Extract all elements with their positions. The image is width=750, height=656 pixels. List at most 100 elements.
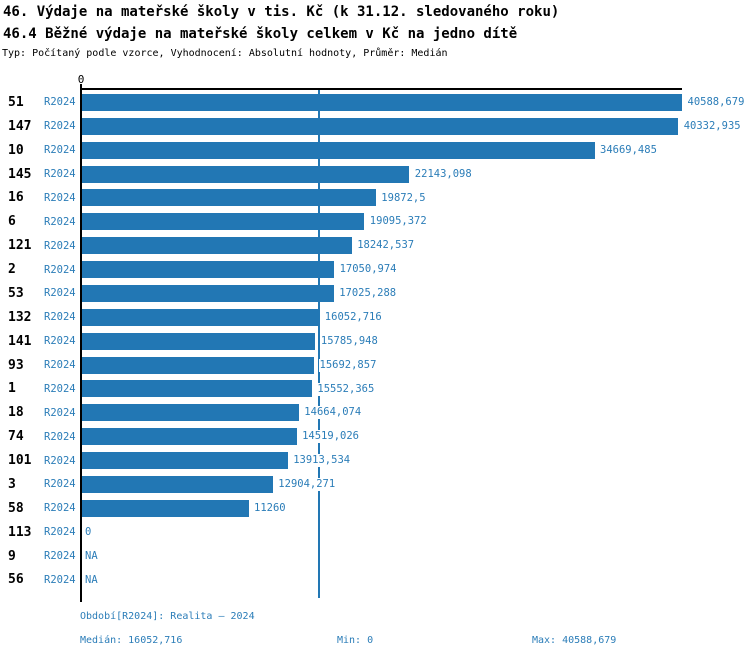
footer-period-label: Období[R2024]: Realita – 2024	[80, 611, 255, 622]
row-period-label: R2024	[44, 215, 76, 228]
row-value-label: 40588,679	[686, 96, 746, 109]
row-category-label: 2	[8, 262, 16, 278]
row-value-label: 18242,537	[356, 239, 416, 253]
row-period-label: R2024	[44, 168, 76, 181]
footer-max-label: Max: 40588,679	[532, 635, 617, 646]
report-title: 46. Výdaje na mateřské školy v tis. Kč (…	[3, 4, 560, 20]
row-period-label: R2024	[44, 287, 76, 300]
chart-row: 1 R2024 15552,365	[0, 377, 750, 401]
row-period-label: R2024	[44, 406, 76, 419]
row-category-label: 53	[8, 285, 24, 301]
row-category-label: 58	[8, 500, 24, 516]
chart-row: 56 R2024 NA	[0, 568, 750, 592]
median-line	[318, 90, 321, 598]
row-period-label: R2024	[44, 430, 76, 443]
row-bar	[82, 165, 410, 183]
bar-chart-rows: 51 R2024 40588,679 147 R2024 40332,935 10 R2024…	[0, 91, 750, 592]
row-value-label: NA	[84, 549, 99, 563]
row-bar	[82, 237, 352, 255]
row-bar	[82, 452, 288, 470]
report-meta: Typ: Počítaný podle vzorce, Vyhodnocení:…	[2, 48, 448, 59]
row-value-label: 13913,534	[292, 454, 352, 468]
x-axis-zero-tick-label: 0	[77, 73, 85, 86]
row-period-label: R2024	[44, 96, 76, 109]
row-value-label: 17050,974	[338, 263, 398, 277]
row-value-label: 22143,098	[413, 167, 473, 181]
row-value-label: NA	[84, 573, 99, 587]
row-bar	[82, 308, 320, 326]
row-value-label: 11260	[253, 501, 287, 515]
row-value-label: 15552,365	[316, 382, 376, 396]
row-category-label: 1	[8, 381, 16, 397]
row-value-label: 16052,716	[323, 310, 383, 324]
row-value-label: 19872,5	[380, 191, 427, 205]
row-value-label: 15785,948	[319, 334, 379, 348]
footer-min-label: Min: 0	[337, 635, 374, 646]
row-value-label: 40332,935	[682, 119, 742, 133]
chart-row: 101 R2024 13913,534	[0, 449, 750, 473]
row-category-label: 18	[8, 405, 24, 421]
row-bar	[82, 141, 595, 159]
row-period-label: R2024	[44, 191, 76, 204]
row-period-label: R2024	[44, 550, 76, 563]
row-period-label: R2024	[44, 478, 76, 491]
row-bar	[82, 189, 376, 207]
y-axis-line	[80, 84, 82, 602]
chart-row: 9 R2024 NA	[0, 544, 750, 568]
row-bar	[82, 356, 314, 374]
chart-row: 51 R2024 40588,679	[0, 91, 750, 115]
row-value-label: 14519,026	[301, 430, 360, 444]
row-period-label: R2024	[44, 120, 76, 133]
row-category-label: 9	[8, 548, 16, 564]
row-value-label: 34669,485	[599, 143, 658, 157]
chart-row: 18 R2024 14664,074	[0, 401, 750, 425]
row-category-label: 56	[8, 572, 24, 588]
footer-median-label: Medián: 16052,716	[80, 635, 183, 646]
row-category-label: 16	[8, 190, 24, 206]
row-bar	[82, 284, 334, 302]
x-axis-line	[80, 88, 682, 90]
row-category-label: 51	[8, 94, 24, 110]
row-period-label: R2024	[44, 526, 76, 539]
row-period-label: R2024	[44, 263, 76, 276]
chart-row: 141 R2024 15785,948	[0, 329, 750, 353]
chart-row: 93 R2024 15692,857	[0, 353, 750, 377]
row-category-label: 113	[8, 524, 32, 540]
row-bar	[82, 213, 365, 231]
row-category-label: 3	[8, 476, 16, 492]
row-period-label: R2024	[44, 382, 76, 395]
chart-row: 147 R2024 40332,935	[0, 114, 750, 138]
row-category-label: 121	[8, 238, 32, 254]
chart-row: 145 R2024 22143,098	[0, 162, 750, 186]
chart-row: 58 R2024 11260	[0, 496, 750, 520]
row-category-label: 145	[8, 166, 32, 182]
chart-row: 53 R2024 17025,288	[0, 282, 750, 306]
row-period-label: R2024	[44, 335, 76, 348]
row-value-label: 19095,372	[368, 215, 428, 229]
row-period-label: R2024	[44, 311, 76, 324]
row-period-label: R2024	[44, 144, 76, 157]
chart-row: 3 R2024 12904,271	[0, 473, 750, 497]
row-category-label: 74	[8, 429, 24, 445]
chart-row: 16 R2024 19872,5	[0, 186, 750, 210]
row-category-label: 6	[8, 214, 16, 230]
row-period-label: R2024	[44, 359, 76, 372]
row-period-label: R2024	[44, 573, 76, 586]
row-bar	[82, 93, 682, 111]
row-bar	[82, 261, 335, 279]
row-period-label: R2024	[44, 454, 76, 467]
row-bar	[82, 404, 299, 422]
row-bar	[82, 332, 316, 350]
row-category-label: 10	[8, 142, 24, 158]
row-category-label: 147	[8, 118, 32, 134]
row-category-label: 101	[8, 453, 32, 469]
chart-row: 121 R2024 18242,537	[0, 234, 750, 258]
row-period-label: R2024	[44, 502, 76, 515]
row-value-label: 17025,288	[338, 287, 398, 300]
row-bar	[82, 475, 273, 493]
chart-row: 2 R2024 17050,974	[0, 258, 750, 282]
row-category-label: 132	[8, 309, 32, 325]
row-bar	[82, 117, 679, 135]
row-category-label: 141	[8, 333, 32, 349]
row-period-label: R2024	[44, 239, 76, 252]
